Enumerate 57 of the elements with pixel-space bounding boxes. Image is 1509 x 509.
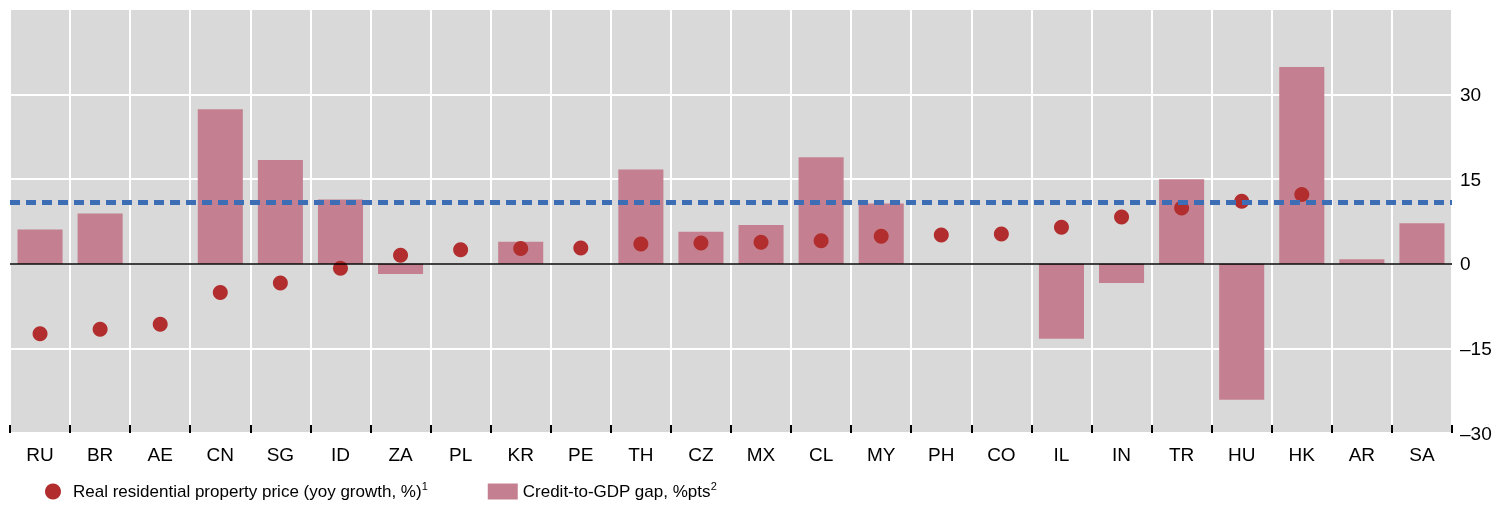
x-tick-label: IL — [1053, 444, 1070, 465]
x-tick-label: TR — [1168, 444, 1195, 465]
x-tick-label: CZ — [688, 444, 715, 465]
point — [633, 236, 649, 252]
bar — [1219, 263, 1265, 400]
x-tick-label: MY — [866, 444, 896, 465]
point — [212, 285, 228, 301]
y-tick-label: 15 — [1460, 168, 1482, 190]
point — [1294, 186, 1310, 202]
x-tick-label: TH — [628, 444, 654, 465]
bar — [1099, 263, 1145, 283]
bar — [1399, 223, 1445, 264]
point — [32, 326, 48, 342]
x-tick-label: SG — [266, 444, 295, 465]
x-tick-label: CO — [987, 444, 1016, 465]
y-tick-label: 0 — [1460, 253, 1471, 275]
x-tick-label: MX — [746, 444, 776, 465]
x-tick-label: SA — [1409, 444, 1435, 465]
point — [453, 242, 469, 258]
bar — [317, 199, 363, 264]
y-tick-label: –30 — [1460, 422, 1492, 444]
x-tick-label: CN — [206, 444, 235, 465]
x-tick-label: AE — [147, 444, 173, 465]
x-tick-label: KR — [507, 444, 534, 465]
point — [573, 240, 589, 256]
x-tick-label: BR — [86, 444, 114, 465]
point — [1114, 209, 1130, 225]
bar — [17, 229, 63, 264]
x-tick-label: PL — [449, 444, 473, 465]
x-tick-label: IN — [1112, 444, 1132, 465]
x-tick-label: HK — [1288, 444, 1316, 465]
y-tick-label: –15 — [1460, 337, 1492, 359]
x-tick-label: PE — [568, 444, 594, 465]
x-tick-label: RU — [26, 444, 54, 465]
bar — [77, 213, 123, 264]
bar — [618, 169, 664, 264]
x-tick-label: ID — [330, 444, 350, 465]
point — [813, 233, 829, 249]
x-tick-label: CL — [808, 444, 834, 465]
x-tick-label: HU — [1227, 444, 1256, 465]
point — [92, 321, 108, 337]
x-tick-label: ZA — [388, 444, 414, 465]
point — [272, 275, 288, 291]
x-tick-label: AR — [1348, 444, 1376, 465]
point — [1053, 219, 1069, 235]
point — [993, 226, 1009, 242]
bar — [257, 160, 303, 264]
point — [152, 316, 168, 332]
point — [393, 247, 409, 263]
y-tick-label: 30 — [1460, 84, 1482, 106]
bar — [1159, 179, 1205, 264]
bar — [197, 109, 243, 264]
bar — [1038, 263, 1084, 339]
x-tick-label: PH — [928, 444, 955, 465]
point — [933, 227, 949, 243]
bar — [1279, 66, 1325, 264]
bar — [798, 157, 844, 264]
